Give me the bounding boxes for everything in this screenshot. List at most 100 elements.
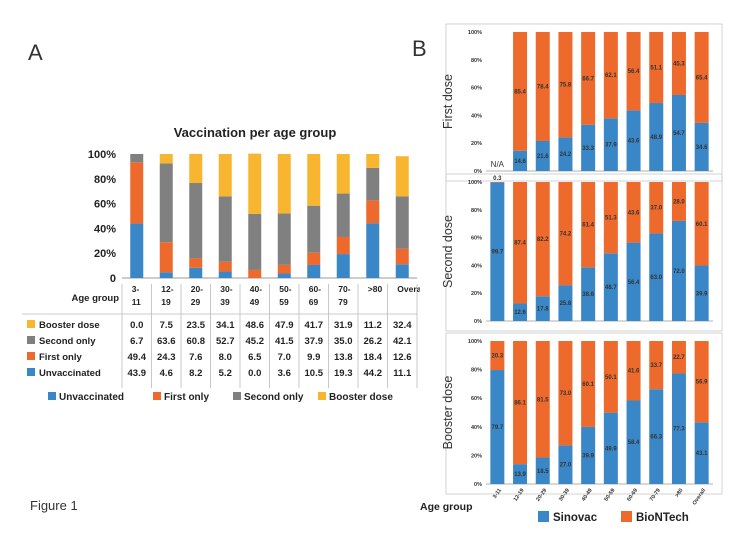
chart-b-bar-sinovac [490, 182, 505, 321]
chart-b-bar-biontech [558, 32, 573, 138]
chart-a-bar-segment [336, 236, 350, 255]
chart-b-data-label: 66.3 [650, 435, 662, 441]
chart-b-data-label: 78.4 [537, 84, 549, 90]
chart-a-table-cell: 5.2 [219, 368, 232, 379]
chart-b-bar-biontech [603, 341, 618, 413]
chart-a-table-row-label: Booster dose [39, 320, 100, 331]
chart-a-legend-label: First only [164, 392, 209, 403]
chart-b-y-tick: 0% [474, 169, 482, 175]
chart-a-x-label: Age group [72, 293, 120, 304]
chart-a-table-row-label: Second only [39, 336, 96, 347]
chart-b-bar-sinovac [694, 422, 709, 484]
chart-a-x-tick: 20- [191, 284, 203, 294]
chart-b-data-label: 85.4 [514, 89, 526, 95]
chart-a-table-cell: 45.2 [246, 336, 265, 347]
chart-a-x-tick: 40- [250, 284, 262, 294]
chart-a-bar-segment [189, 153, 203, 184]
chart-a-bar-segment [130, 223, 144, 278]
chart-a-bar-segment [130, 162, 144, 224]
chart-b-y-tick: 100% [468, 30, 482, 36]
chart-b-bar-biontech [535, 32, 550, 141]
chart-b-data-label: 21.6 [537, 154, 549, 160]
chart-b-bar-sinovac [626, 242, 641, 321]
chart-a-bar-segment [395, 248, 409, 265]
chart-b-bar-sinovac [694, 122, 709, 171]
chart-b-y-label: Booster dose [441, 376, 455, 450]
chart-b-bar-biontech [671, 32, 686, 95]
chart-b-data-label: 37.0 [650, 206, 662, 212]
chart-b-bar-sinovac [535, 140, 550, 171]
chart-b-bar-biontech [649, 341, 664, 390]
chart-a-table-cell: 7.5 [160, 320, 174, 331]
chart-b-data-label: 51.3 [605, 216, 617, 222]
chart-a-legend-swatch [233, 392, 241, 400]
chart-a-table-cell: 8.2 [189, 368, 202, 379]
chart-b-bar-sinovac [603, 253, 618, 321]
chart-b-bar-biontech [513, 32, 528, 151]
chart-b-y-tick: 40% [471, 425, 482, 431]
chart-a-bar-segment [218, 154, 232, 197]
chart-a-bar-segment [189, 183, 203, 259]
chart-a-bar-segment [159, 272, 173, 278]
chart-a-x-tick: 19 [161, 297, 171, 307]
chart-b-y-tick: 80% [471, 208, 482, 214]
chart-b-y-tick: 40% [471, 263, 482, 269]
chart-b-data-label: 82.2 [537, 237, 549, 243]
chart-b-data-label: 20.3 [492, 354, 504, 360]
chart-b-bar-sinovac [558, 137, 573, 171]
chart-b-bar-biontech [671, 182, 686, 221]
chart-b-y-label: Second dose [441, 215, 455, 288]
panel-b-letter: B [412, 36, 427, 61]
chart-a-x-tick: 29 [191, 297, 201, 307]
chart-a-legend-label: Booster dose [329, 392, 393, 403]
chart-b-data-label: 34.6 [696, 145, 708, 151]
chart-a-table-cell: 19.3 [334, 368, 353, 379]
chart-b-bar-sinovac [513, 464, 528, 484]
chart-a-y-tick: 20% [94, 248, 116, 260]
figure-caption: Figure 1 [30, 498, 78, 513]
chart-a-bar-segment [248, 269, 262, 278]
chart-b-data-label: 77.3 [673, 427, 685, 433]
chart-b-x-tick: >80 [674, 488, 684, 499]
chart-b-bar-sinovac [603, 118, 618, 171]
chart-b-data-label: 12.6 [514, 310, 526, 316]
chart-a-bar-segment [307, 264, 321, 278]
chart-a-table-cell: 37.9 [305, 336, 324, 347]
chart-a-legend-label: Second only [244, 392, 304, 403]
chart-a-bar-segment [395, 196, 409, 249]
chart-b-bar-sinovac [558, 285, 573, 321]
chart-b-y-tick: 20% [471, 453, 482, 459]
chart-a-table-cell: 7.0 [278, 352, 291, 363]
chart-b-y-tick: 100% [468, 339, 482, 345]
chart-a-table-row-label: Unvaccinated [39, 368, 101, 379]
chart-b-data-label: 50.1 [605, 375, 617, 381]
chart-a-table-cell: 41.7 [305, 320, 324, 331]
chart-b-x-tick: 50-59 [603, 488, 616, 503]
chart-a-x-tick: 50- [279, 284, 291, 294]
chart-a-y-tick: 80% [94, 174, 116, 186]
chart-a-table-cell: 63.6 [157, 336, 176, 347]
chart-b-data-label: 13.9 [514, 472, 526, 478]
chart-b-data-label: 49.9 [605, 446, 617, 452]
chart-b-data-label: 39.9 [696, 291, 708, 297]
chart-b-data-label: 38.6 [582, 292, 594, 298]
chart-b-panel-frame [445, 332, 723, 495]
chart-b-data-label: 14.6 [514, 159, 526, 165]
chart-a-table-cell: 44.2 [364, 368, 383, 379]
chart-b-x-tick: Overall [692, 487, 708, 506]
chart-b-bar-biontech [626, 341, 641, 401]
chart-b-data-label: 63.0 [650, 275, 662, 281]
chart-b-data-label: 33.3 [582, 146, 594, 152]
chart-b-y-tick: 60% [471, 236, 482, 242]
chart-b-data-label: 81.5 [537, 397, 549, 403]
chart-b-data-label: 99.7 [492, 250, 504, 256]
chart-a-x-tick: Overall [397, 284, 420, 294]
chart-b-data-label: 43.6 [628, 139, 640, 145]
chart-a-table-cell: 23.5 [187, 320, 206, 331]
chart-a-table-cell: 52.7 [216, 336, 235, 347]
chart-b-bar-biontech [626, 182, 641, 243]
chart-b-bar-sinovac [603, 412, 618, 484]
chart-b-data-label: 86.1 [514, 401, 526, 407]
chart-b-panel-frame [445, 23, 723, 182]
